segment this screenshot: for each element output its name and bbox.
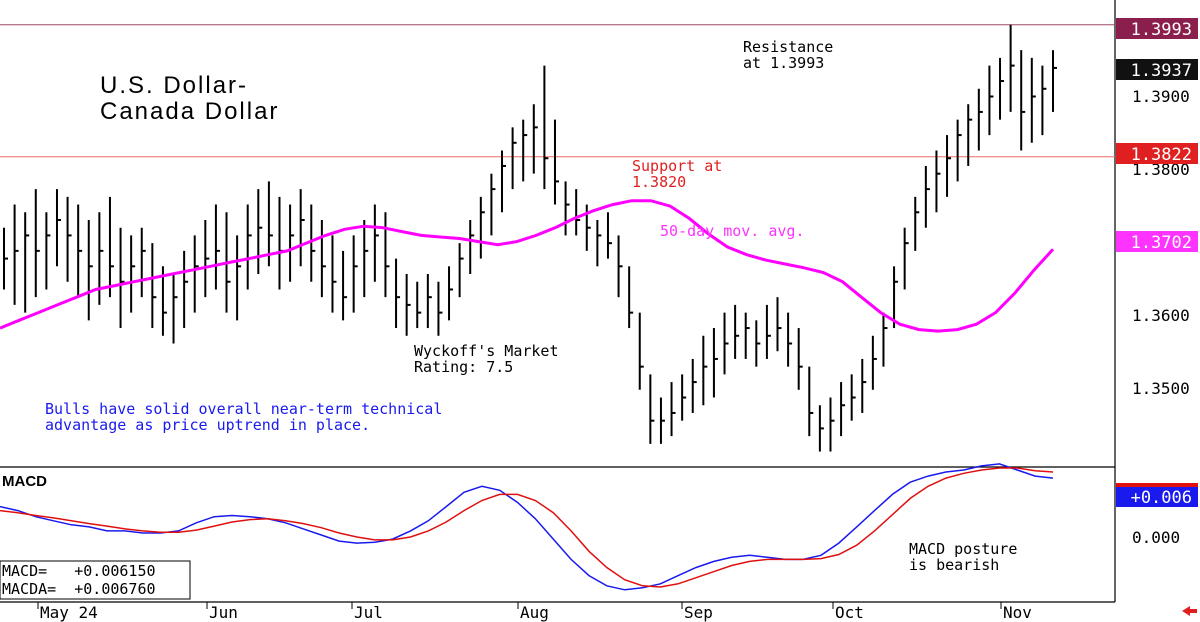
last-price-tag-label: 1.3937 bbox=[1131, 61, 1192, 81]
commentary-line-1: Bulls have solid overall near-term techn… bbox=[45, 400, 442, 418]
macd-panel-title: MACD bbox=[2, 473, 47, 490]
macd-readout: MACD= +0.006150 bbox=[2, 562, 156, 580]
macd-annotation-line-2: is bearish bbox=[909, 556, 999, 574]
macda-line bbox=[0, 467, 1054, 588]
x-tick-label: Aug bbox=[520, 603, 549, 622]
resistance-price-tag bbox=[1116, 18, 1198, 39]
resistance-price-tag-label: 1.3993 bbox=[1131, 20, 1192, 40]
moving-average-price-tag bbox=[1116, 231, 1198, 252]
resistance-annotation-line-1: Resistance bbox=[743, 38, 833, 56]
chart-title-line-2: Canada Dollar bbox=[100, 98, 279, 125]
y-tick-label: 1.3800 bbox=[1132, 160, 1190, 179]
macd-lines bbox=[0, 463, 1054, 591]
moving-average-price-tag-label: 1.3702 bbox=[1131, 233, 1192, 253]
price-bars bbox=[3, 24, 1057, 452]
x-tick-label: Jun bbox=[209, 603, 238, 622]
rating-line-2: Rating: 7.5 bbox=[414, 358, 513, 376]
time-axis bbox=[37, 602, 1002, 609]
moving-average-label: 50-day mov. avg. bbox=[660, 222, 805, 240]
support-price-tag bbox=[1116, 143, 1198, 164]
x-tick-label: Nov bbox=[1003, 603, 1032, 622]
moving-average-line bbox=[0, 199, 1055, 333]
y-tick-label: 1.3900 bbox=[1132, 87, 1190, 106]
x-tick-label: May 24 bbox=[40, 603, 98, 622]
last-price-tag bbox=[1116, 59, 1198, 80]
support-price-tag-label: 1.3822 bbox=[1131, 145, 1192, 165]
macd-zero-tick: 0.000 bbox=[1132, 528, 1180, 547]
x-tick-label: Oct bbox=[835, 603, 864, 622]
commentary-line-2: advantage as price uptrend in place. bbox=[45, 416, 370, 434]
x-tick-label: Sep bbox=[684, 603, 713, 622]
scroll-left-arrow-icon[interactable] bbox=[1182, 606, 1197, 616]
y-tick-label: 1.3500 bbox=[1132, 379, 1190, 398]
macd-tag-label: +0.006 bbox=[1131, 488, 1192, 508]
macd-tag bbox=[1116, 487, 1198, 507]
resistance-annotation-line-2: at 1.3993 bbox=[743, 54, 824, 72]
support-annotation-line-1: Support at bbox=[632, 157, 722, 175]
macda-tag bbox=[1116, 483, 1198, 487]
support-annotation-line-2: 1.3820 bbox=[632, 173, 686, 191]
macda-readout: MACDA= +0.006760 bbox=[2, 580, 156, 598]
y-tick-label: 1.3600 bbox=[1132, 306, 1190, 325]
macd-annotation-line-1: MACD posture bbox=[909, 540, 1017, 558]
rating-line-1: Wyckoff's Market bbox=[414, 342, 559, 360]
x-tick-label: Jul bbox=[354, 603, 383, 622]
chart-title-line-1: U.S. Dollar- bbox=[100, 72, 248, 99]
macd-line bbox=[0, 463, 1054, 591]
macd-readout-box bbox=[0, 560, 191, 600]
